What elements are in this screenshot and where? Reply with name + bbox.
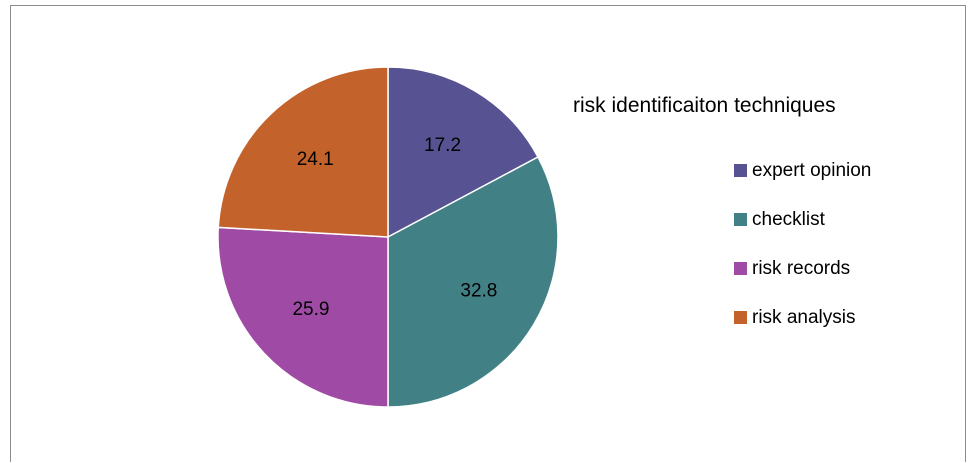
legend-swatch (734, 164, 747, 177)
data-label-risk-analysis: 24.1 (297, 149, 334, 170)
legend-swatch (734, 213, 747, 226)
legend-swatch (734, 311, 747, 324)
data-label-checklist: 32.8 (460, 281, 497, 302)
pie-data-labels: 17.2 32.8 25.9 24.1 (292, 135, 497, 320)
pie-slices (217, 66, 559, 408)
legend-swatch (734, 262, 747, 275)
data-label-risk-records: 25.9 (292, 299, 329, 320)
legend-item: risk records (734, 252, 871, 285)
legend-item: expert opinion (734, 154, 871, 187)
chart-frame: 17.2 32.8 25.9 24.1 risk identificaiton tec… (10, 5, 966, 462)
legend: expert opinion checklist risk records risk … (734, 154, 871, 350)
legend-item: checklist (734, 203, 871, 236)
legend-label: expert opinion (752, 159, 872, 181)
data-label-expert-opinion: 17.2 (424, 135, 461, 156)
legend-label: risk records (752, 257, 851, 279)
pie-slice-risk-records (217, 226, 389, 408)
legend-label: checklist (752, 208, 825, 230)
chart-title: risk identificaiton techniques (573, 94, 836, 117)
pie-slice-risk-analysis (217, 66, 389, 238)
legend-item: risk analysis (734, 301, 871, 334)
pie-slice-checklist (387, 155, 559, 408)
pie-slice-expert-opinion (387, 66, 540, 239)
legend-label: risk analysis (752, 306, 856, 328)
pie-chart: 17.2 32.8 25.9 24.1 (217, 66, 559, 408)
